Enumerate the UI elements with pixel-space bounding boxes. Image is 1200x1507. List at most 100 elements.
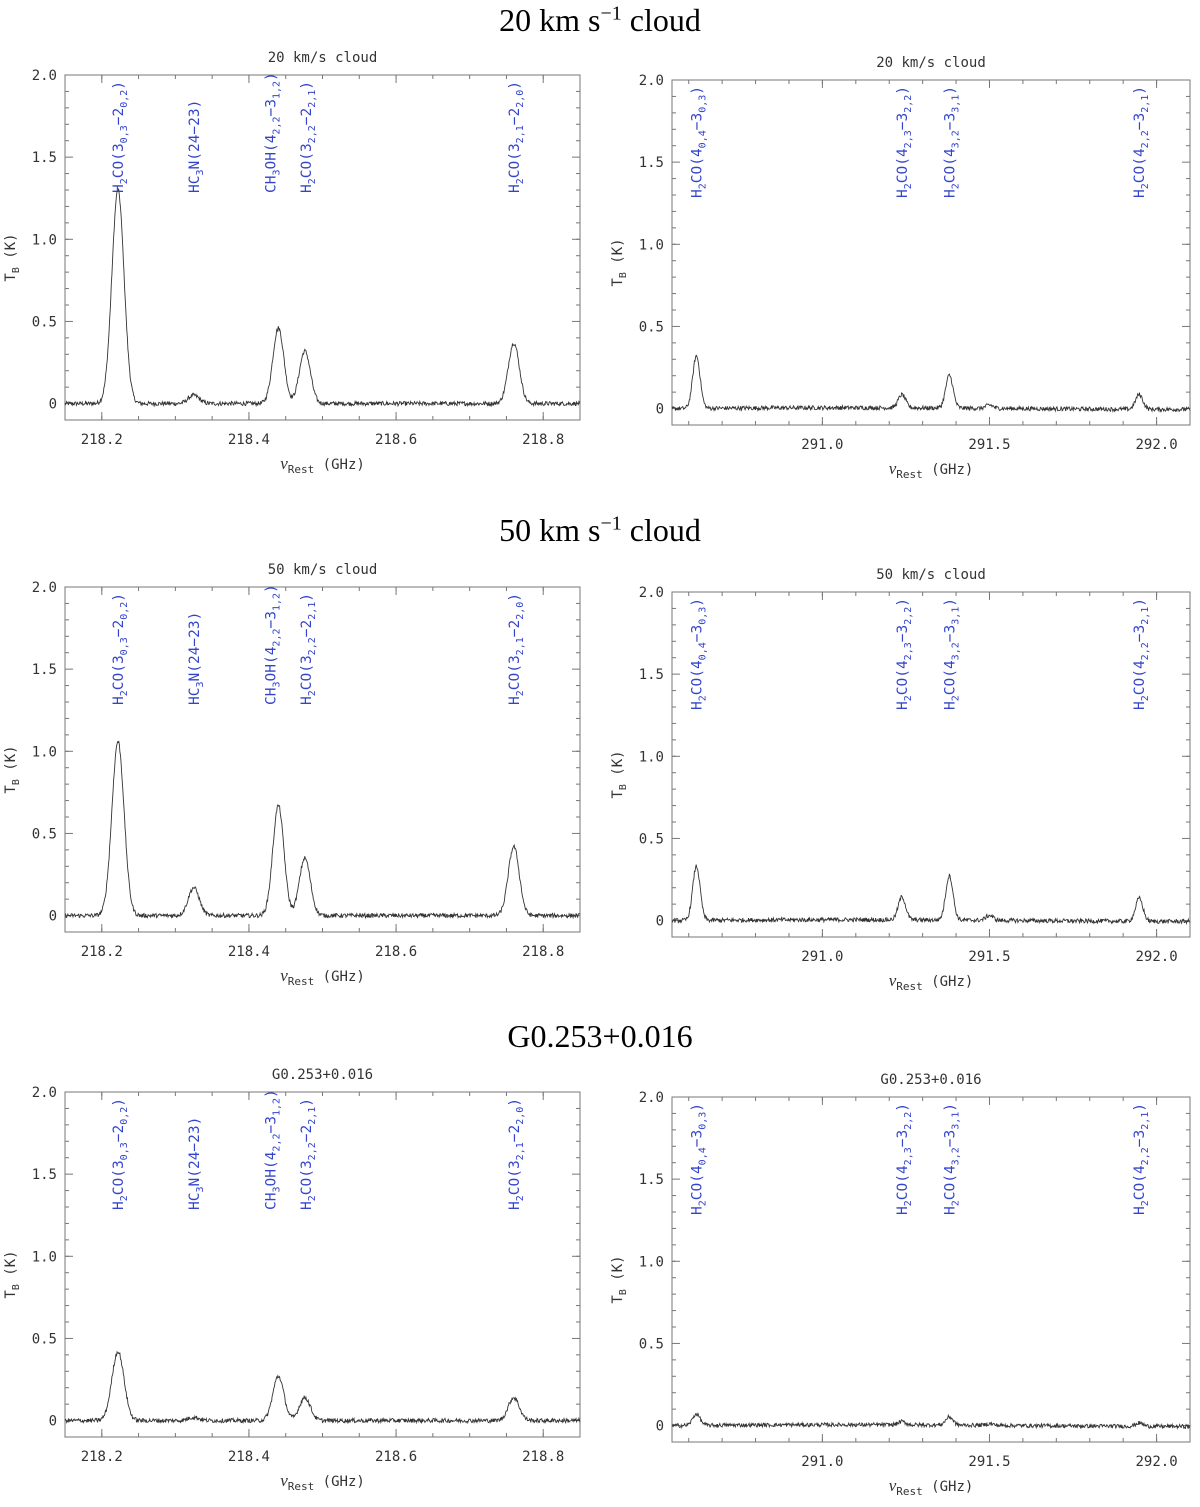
x-tick-label: 291.0	[801, 949, 843, 965]
line-label: H2CO(42,2−32,1)	[1132, 1103, 1151, 1215]
y-tick-label: 2.0	[32, 1085, 57, 1101]
x-axis-label: νRest (GHz)	[280, 1471, 365, 1493]
x-axis-label: νRest (GHz)	[280, 454, 365, 476]
y-tick-label: 2.0	[32, 68, 57, 84]
plot-frame	[64, 586, 581, 933]
line-label: H2CO(42,3−32,2)	[895, 1103, 914, 1215]
line-label: HC3N(24−23)	[187, 612, 206, 705]
y-axis-label: TB (K)	[610, 750, 629, 798]
line-label: H2CO(40,4−30,3)	[689, 86, 708, 198]
y-tick-label: 0.5	[32, 1331, 57, 1347]
y-tick-label: 0	[49, 397, 57, 413]
x-tick-label: 291.5	[968, 949, 1010, 965]
line-label: H2CO(42,3−32,2)	[895, 598, 914, 710]
spectrum-line	[64, 1350, 581, 1425]
line-label: H2CO(30,3−20,2)	[111, 81, 130, 193]
x-tick-label: 218.2	[81, 432, 123, 448]
y-tick-label: 2.0	[639, 585, 664, 601]
spectrum-line	[671, 864, 1191, 925]
line-label: H2CO(40,4−30,3)	[689, 598, 708, 710]
y-tick-label: 2.0	[32, 580, 57, 596]
y-tick-label: 1.5	[639, 155, 664, 171]
line-label: HC3N(24−23)	[187, 100, 206, 193]
spectrum-line	[64, 187, 581, 408]
plot-frame	[64, 74, 581, 421]
x-tick-label: 218.6	[375, 944, 417, 960]
plot-frame	[671, 1096, 1191, 1443]
y-tick-label: 0.5	[639, 1336, 664, 1352]
line-label: H2CO(32,2−22,1)	[299, 593, 318, 705]
plot-frame	[671, 79, 1191, 426]
y-tick-label: 0	[49, 1414, 57, 1430]
line-label: H2CO(32,1−22,0)	[507, 593, 526, 705]
y-axis-label: TB (K)	[3, 1250, 22, 1298]
section-title-main: 50 km s	[499, 512, 601, 548]
y-tick-label: 1.5	[32, 662, 57, 678]
y-tick-label: 0.5	[639, 831, 664, 847]
y-tick-label: 1.5	[32, 1167, 57, 1183]
y-tick-label: 1.0	[639, 749, 664, 765]
y-tick-label: 0.5	[32, 314, 57, 330]
panel-title: 50 km/s cloud	[876, 567, 986, 583]
line-label: HC3N(24−23)	[187, 1117, 206, 1210]
plot-frame	[64, 1091, 581, 1438]
x-tick-label: 291.0	[801, 437, 843, 453]
x-tick-label: 218.4	[228, 944, 270, 960]
x-tick-label: 218.4	[228, 432, 270, 448]
x-tick-label: 291.5	[968, 437, 1010, 453]
y-tick-label: 0.5	[32, 826, 57, 842]
x-tick-label: 218.4	[228, 1449, 270, 1465]
y-tick-label: 1.5	[32, 150, 57, 166]
section-title: 20 km s−1 cloud	[0, 2, 1200, 39]
x-axis-label: νRest (GHz)	[889, 971, 974, 993]
panel-title: G0.253+0.016	[272, 1067, 373, 1083]
line-label: H2CO(32,2−22,1)	[299, 81, 318, 193]
line-label: H2CO(40,4−30,3)	[689, 1103, 708, 1215]
x-tick-label: 218.2	[81, 944, 123, 960]
line-label: H2CO(30,3−20,2)	[111, 1098, 130, 1210]
y-tick-label: 2.0	[639, 73, 664, 89]
x-tick-label: 291.5	[968, 1454, 1010, 1470]
section-title: 50 km s−1 cloud	[0, 512, 1200, 549]
y-tick-label: 1.5	[639, 1172, 664, 1188]
x-tick-label: 218.2	[81, 1449, 123, 1465]
spectrum-line	[671, 354, 1191, 414]
line-label: CH3OH(42,2−31,2)	[263, 1089, 282, 1210]
line-label: H2CO(32,1−22,0)	[507, 81, 526, 193]
x-tick-label: 218.8	[522, 1449, 564, 1465]
x-tick-label: 218.6	[375, 432, 417, 448]
panel-title: 20 km/s cloud	[268, 50, 378, 66]
y-tick-label: 0	[656, 402, 664, 418]
x-tick-label: 218.8	[522, 432, 564, 448]
x-tick-label: 292.0	[1136, 949, 1178, 965]
y-tick-label: 1.0	[32, 1249, 57, 1265]
panel-title: 50 km/s cloud	[268, 562, 378, 578]
section-title-main: G0.253+0.016	[507, 1018, 693, 1054]
spectrum-line	[64, 740, 581, 920]
line-label: H2CO(42,3−32,2)	[895, 86, 914, 198]
panel-title: G0.253+0.016	[880, 1072, 981, 1088]
plot-frame	[671, 591, 1191, 938]
y-axis-label: TB (K)	[610, 238, 629, 286]
section-title-tail: cloud	[621, 512, 701, 548]
y-axis-label: TB (K)	[3, 233, 22, 281]
line-label: H2CO(42,2−32,1)	[1132, 598, 1151, 710]
line-label: H2CO(43,2−33,1)	[942, 1103, 961, 1215]
y-tick-label: 1.0	[32, 744, 57, 760]
line-label: H2CO(43,2−33,1)	[942, 86, 961, 198]
x-tick-label: 218.8	[522, 944, 564, 960]
y-tick-label: 2.0	[639, 1090, 664, 1106]
section-title-sup: −1	[600, 2, 622, 25]
x-tick-label: 218.6	[375, 1449, 417, 1465]
x-tick-label: 292.0	[1136, 437, 1178, 453]
x-tick-label: 292.0	[1136, 1454, 1178, 1470]
section-title-sup: −1	[600, 512, 622, 535]
